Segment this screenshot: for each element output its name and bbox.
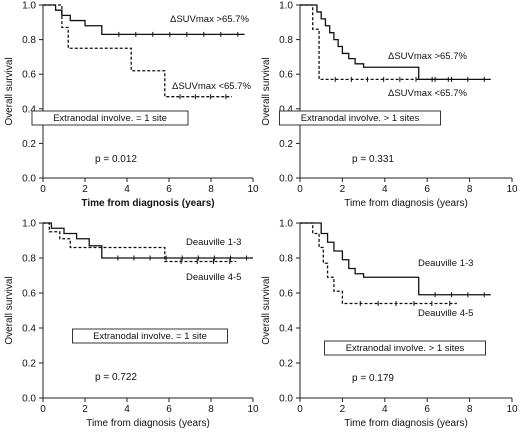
y-tick-label: 0.0 <box>279 394 293 405</box>
x-tick-label: 8 <box>467 184 473 195</box>
y-tick-label: 0.0 <box>22 174 36 185</box>
annotation-box-text: Extranodal involve. = 1 site <box>93 331 207 342</box>
series-label: ΔSUVmax >65.7% <box>170 14 250 25</box>
x-tick-label: 10 <box>247 184 259 195</box>
series-label: Deauville 1-3 <box>418 258 473 269</box>
x-tick-label: 8 <box>467 404 473 415</box>
x-tick-label: 10 <box>247 404 259 415</box>
x-tick-label: 8 <box>208 404 214 415</box>
series-line-solid <box>300 222 491 296</box>
x-tick-label: 2 <box>340 404 346 415</box>
y-tick-label: 0.2 <box>22 359 36 370</box>
x-tick-label: 10 <box>506 184 518 195</box>
x-tick-label: 0 <box>40 184 46 195</box>
series-line-dashed <box>300 222 457 305</box>
annotation-box-text: Extranodal involve. > 1 sites <box>346 343 465 354</box>
p-value: p = 0.331 <box>352 154 394 165</box>
x-tick-label: 2 <box>82 184 88 195</box>
series-line-solid <box>300 4 491 81</box>
y-tick-label: 0.8 <box>279 254 293 265</box>
x-tick-label: 4 <box>382 404 388 415</box>
series-label: ΔSUVmax <65.7% <box>388 88 468 99</box>
annotation-box-text: Extranodal involve. > 1 sites <box>301 113 420 124</box>
y-tick-label: 1.0 <box>22 219 36 230</box>
y-tick-label: 0.0 <box>279 174 293 185</box>
series-label: Deauville 4-5 <box>418 308 473 319</box>
x-tick-label: 2 <box>340 184 346 195</box>
y-tick-label: 0.2 <box>279 359 293 370</box>
y-axis-label: Overall survival <box>261 57 272 125</box>
y-axis-label: Overall survival <box>4 57 15 125</box>
survival-panel-1: 0.0 0.2 0.4 0.6 0.8 1.0 0 2 4 6 8 10 Time from diagn… <box>4 1 259 210</box>
x-tick-label: 6 <box>424 404 430 415</box>
y-tick-label: 0.6 <box>279 70 293 81</box>
p-value: p = 0.012 <box>95 154 137 165</box>
series-label: Deauville 4-5 <box>186 272 241 283</box>
x-tick-label: 0 <box>297 184 303 195</box>
series-line-dashed <box>43 4 232 98</box>
annotation-box <box>324 340 486 356</box>
y-axis-label: Overall survival <box>261 276 272 344</box>
y-tick-label: 0.2 <box>22 139 36 150</box>
y-tick-label: 0.8 <box>22 35 36 46</box>
annotation-box <box>279 110 441 126</box>
x-tick-label: 2 <box>82 404 88 415</box>
y-tick-label: 0.4 <box>22 324 36 335</box>
series-label: ΔSUVmax <65.7% <box>172 81 252 92</box>
annotation-box-text: Extranodal involve. = 1 site <box>53 113 167 124</box>
y-tick-label: 0.6 <box>22 289 36 300</box>
x-tick-label: 4 <box>124 404 130 415</box>
survival-panel-4: 0.0 0.2 0.4 0.6 0.8 1.0 0 2 4 6 8 10 Time from diagn… <box>261 219 518 430</box>
y-tick-label: 0.8 <box>22 254 36 265</box>
y-tick-label: 0.6 <box>279 289 293 300</box>
x-tick-label: 0 <box>40 404 46 415</box>
y-tick-label: 0.4 <box>22 104 36 115</box>
series-label: Deauville 1-3 <box>186 237 241 248</box>
x-tick-label: 4 <box>124 184 130 195</box>
series-label: ΔSUVmax >65.7% <box>388 51 468 62</box>
annotation-box <box>31 110 189 126</box>
y-tick-label: 1.0 <box>22 1 36 12</box>
x-axis-label: Time from diagnosis (years) <box>344 418 468 429</box>
y-tick-label: 0.8 <box>279 35 293 46</box>
x-axis-label: Time from diagnosis (years) <box>81 198 214 209</box>
y-tick-label: 0.0 <box>22 394 36 405</box>
series-line-dashed <box>43 222 237 263</box>
series-line-solid <box>43 4 245 36</box>
x-tick-label: 6 <box>166 404 172 415</box>
y-tick-label: 1.0 <box>279 1 293 12</box>
y-tick-label: 0.2 <box>279 139 293 150</box>
y-tick-label: 0.4 <box>279 324 293 335</box>
x-tick-label: 6 <box>166 184 172 195</box>
y-tick-label: 0.4 <box>279 104 293 115</box>
y-axis-label: Overall survival <box>4 276 15 344</box>
survival-panel-3: 0.0 0.2 0.4 0.6 0.8 1.0 0 2 4 6 8 10 Time from diagn… <box>4 219 259 430</box>
x-axis-label: Time from diagnosis (years) <box>344 198 468 209</box>
x-tick-label: 4 <box>382 184 388 195</box>
x-tick-label: 0 <box>297 404 303 415</box>
x-tick-label: 6 <box>424 184 430 195</box>
x-tick-label: 8 <box>208 184 214 195</box>
survival-panel-2: 0.0 0.2 0.4 0.6 0.8 1.0 0 2 4 6 8 10 Time from diagn… <box>261 1 518 210</box>
annotation-box <box>72 328 228 344</box>
y-tick-label: 0.6 <box>22 70 36 81</box>
y-tick-label: 1.0 <box>279 219 293 230</box>
x-tick-label: 10 <box>506 404 518 415</box>
p-value: p = 0.722 <box>95 372 137 383</box>
p-value: p = 0.179 <box>352 373 394 384</box>
series-line-solid <box>43 222 253 259</box>
series-line-dashed <box>300 4 455 81</box>
x-axis-label: Time from diagnosis (years) <box>86 418 210 429</box>
